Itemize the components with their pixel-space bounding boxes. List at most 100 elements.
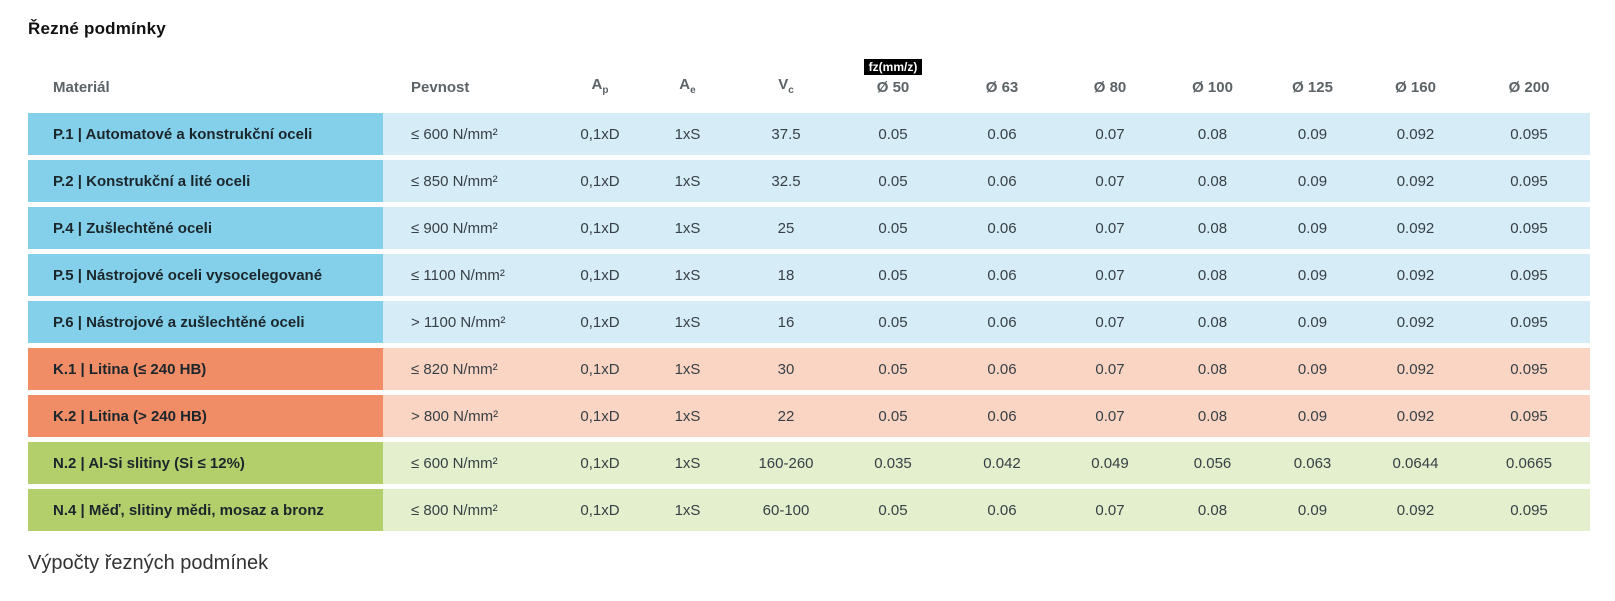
fz-d100-cell: 0.08 xyxy=(1163,254,1262,296)
material-cell: K.2 | Litina (> 240 HB) xyxy=(28,395,383,437)
fz-d80-cell: 0.07 xyxy=(1057,301,1163,343)
fz-d200-cell: 0.095 xyxy=(1468,254,1590,296)
column-header-d160: Ø 160 xyxy=(1395,79,1436,96)
fz-d100-cell: 0.08 xyxy=(1163,207,1262,249)
ap-cell: 0,1xD xyxy=(558,442,642,484)
ap-cell: 0,1xD xyxy=(558,207,642,249)
fz-d100-cell: 0.08 xyxy=(1163,113,1262,155)
fz-d160-cell: 0.092 xyxy=(1363,301,1468,343)
ae-subscript: e xyxy=(690,85,696,96)
ae-cell: 1xS xyxy=(642,113,733,155)
table-row: N.4 | Měď, slitiny mědi, mosaz a bronz ≤… xyxy=(28,489,1590,531)
pevnost-cell: > 800 N/mm² xyxy=(383,395,558,437)
ap-cell: 0,1xD xyxy=(558,301,642,343)
fz-d125-cell: 0.09 xyxy=(1262,207,1363,249)
vc-symbol: V xyxy=(778,76,789,93)
fz-d50-cell: 0.05 xyxy=(839,207,947,249)
fz-d80-cell: 0.07 xyxy=(1057,207,1163,249)
vc-subscript: c xyxy=(788,85,794,96)
table-header-row: Materiál Pevnost Ap Ae Vc fz(mm/z) Ø 50 … xyxy=(28,56,1590,108)
vc-cell: 60-100 xyxy=(733,489,839,531)
column-header-d100: Ø 100 xyxy=(1192,79,1233,96)
vc-cell: 16 xyxy=(733,301,839,343)
fz-d200-cell: 0.095 xyxy=(1468,348,1590,390)
fz-d80-cell: 0.07 xyxy=(1057,113,1163,155)
page: Řezné podmínky Materiál Pevnost Ap Ae Vc… xyxy=(28,19,1590,574)
fz-d80-cell: 0.07 xyxy=(1057,395,1163,437)
ae-cell: 1xS xyxy=(642,207,733,249)
fz-d200-cell: 0.0665 xyxy=(1468,442,1590,484)
fz-d80-cell: 0.07 xyxy=(1057,254,1163,296)
table-row: K.2 | Litina (> 240 HB) > 800 N/mm² 0,1x… xyxy=(28,395,1590,437)
fz-d100-cell: 0.056 xyxy=(1163,442,1262,484)
fz-d80-cell: 0.07 xyxy=(1057,348,1163,390)
material-cell: P.6 | Nástrojové a zušlechtěné oceli xyxy=(28,301,383,343)
ae-cell: 1xS xyxy=(642,442,733,484)
table-row: K.1 | Litina (≤ 240 HB) ≤ 820 N/mm² 0,1x… xyxy=(28,348,1590,390)
pevnost-cell: ≤ 800 N/mm² xyxy=(383,489,558,531)
vc-cell: 32.5 xyxy=(733,160,839,202)
vc-cell: 22 xyxy=(733,395,839,437)
d50-label: Ø 50 xyxy=(876,79,910,96)
table-row: N.2 | Al-Si slitiny (Si ≤ 12%) ≤ 600 N/m… xyxy=(28,442,1590,484)
fz-d100-cell: 0.08 xyxy=(1163,348,1262,390)
fz-d63-cell: 0.06 xyxy=(947,395,1057,437)
fz-d160-cell: 0.092 xyxy=(1363,395,1468,437)
fz-d160-cell: 0.092 xyxy=(1363,489,1468,531)
column-header-d50: fz(mm/z) Ø 50 xyxy=(839,56,947,108)
column-header-ap: Ap xyxy=(558,56,642,108)
column-header-ae: Ae xyxy=(642,56,733,108)
fz-d100-cell: 0.08 xyxy=(1163,301,1262,343)
fz-d200-cell: 0.095 xyxy=(1468,301,1590,343)
table-row: P.4 | Zušlechtěné oceli ≤ 900 N/mm² 0,1x… xyxy=(28,207,1590,249)
column-header-d125: Ø 125 xyxy=(1292,79,1333,96)
vc-cell: 160-260 xyxy=(733,442,839,484)
fz-d63-cell: 0.042 xyxy=(947,442,1057,484)
ae-cell: 1xS xyxy=(642,348,733,390)
fz-d125-cell: 0.09 xyxy=(1262,348,1363,390)
fz-d50-cell: 0.05 xyxy=(839,301,947,343)
ap-cell: 0,1xD xyxy=(558,113,642,155)
fz-d160-cell: 0.092 xyxy=(1363,254,1468,296)
fz-d80-cell: 0.07 xyxy=(1057,489,1163,531)
ae-symbol: A xyxy=(679,76,691,93)
column-header-pevnost: Pevnost xyxy=(411,79,470,96)
ae-cell: 1xS xyxy=(642,395,733,437)
pevnost-cell: ≤ 1100 N/mm² xyxy=(383,254,558,296)
fz-d160-cell: 0.0644 xyxy=(1363,442,1468,484)
calculations-section-heading: Výpočty řezných podmínek xyxy=(28,552,269,574)
fz-d80-cell: 0.07 xyxy=(1057,160,1163,202)
vc-cell: 18 xyxy=(733,254,839,296)
column-header-material: Materiál xyxy=(53,79,110,96)
fz-d63-cell: 0.06 xyxy=(947,489,1057,531)
ap-cell: 0,1xD xyxy=(558,254,642,296)
fz-d125-cell: 0.09 xyxy=(1262,160,1363,202)
fz-d100-cell: 0.08 xyxy=(1163,160,1262,202)
table-header: Materiál Pevnost Ap Ae Vc fz(mm/z) Ø 50 … xyxy=(28,56,1590,108)
material-cell: N.2 | Al-Si slitiny (Si ≤ 12%) xyxy=(28,442,383,484)
table-row: P.6 | Nástrojové a zušlechtěné oceli > 1… xyxy=(28,301,1590,343)
vc-cell: 30 xyxy=(733,348,839,390)
material-cell: N.4 | Měď, slitiny mědi, mosaz a bronz xyxy=(28,489,383,531)
fz-unit-badge: fz(mm/z) xyxy=(863,59,923,75)
pevnost-cell: ≤ 850 N/mm² xyxy=(383,160,558,202)
fz-d50-cell: 0.035 xyxy=(839,442,947,484)
column-header-vc: Vc xyxy=(733,56,839,108)
column-header-d80: Ø 80 xyxy=(1093,79,1127,96)
ae-cell: 1xS xyxy=(642,489,733,531)
cutting-conditions-table: Materiál Pevnost Ap Ae Vc fz(mm/z) Ø 50 … xyxy=(28,51,1590,536)
fz-d50-cell: 0.05 xyxy=(839,395,947,437)
fz-d200-cell: 0.095 xyxy=(1468,395,1590,437)
material-cell: P.5 | Nástrojové oceli vysocelegované xyxy=(28,254,383,296)
ap-cell: 0,1xD xyxy=(558,348,642,390)
fz-d80-cell: 0.049 xyxy=(1057,442,1163,484)
fz-d50-cell: 0.05 xyxy=(839,489,947,531)
fz-d160-cell: 0.092 xyxy=(1363,207,1468,249)
ap-symbol: A xyxy=(591,76,603,93)
ap-cell: 0,1xD xyxy=(558,395,642,437)
fz-d160-cell: 0.092 xyxy=(1363,348,1468,390)
fz-d125-cell: 0.09 xyxy=(1262,301,1363,343)
fz-d160-cell: 0.092 xyxy=(1363,113,1468,155)
fz-d200-cell: 0.095 xyxy=(1468,160,1590,202)
pevnost-cell: > 1100 N/mm² xyxy=(383,301,558,343)
